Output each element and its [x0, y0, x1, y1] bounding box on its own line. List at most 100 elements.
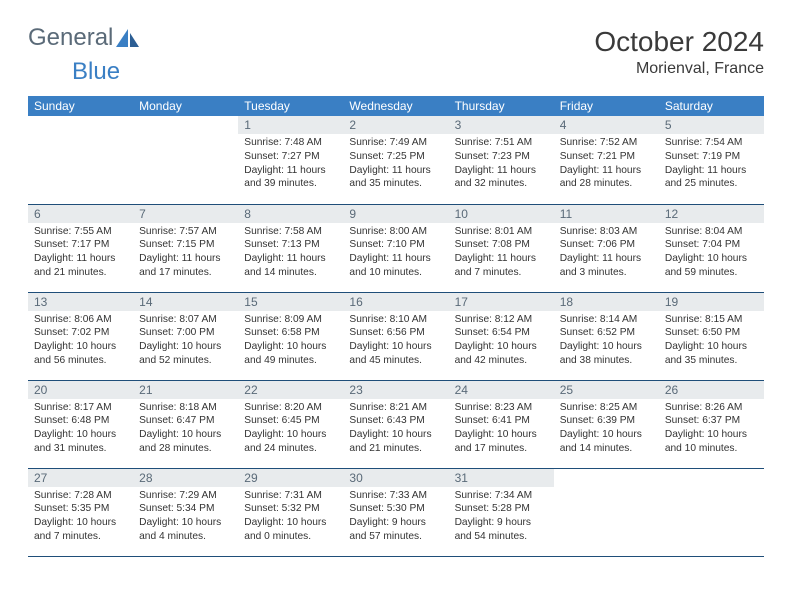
daylight: Daylight: 9 hours and 57 minutes. — [349, 516, 442, 544]
sunrise: Sunrise: 8:15 AM — [665, 313, 758, 327]
daylight: Daylight: 11 hours and 32 minutes. — [455, 164, 548, 192]
day-cell: 27Sunrise: 7:28 AMSunset: 5:35 PMDayligh… — [28, 468, 133, 556]
day-number: 16 — [343, 293, 448, 311]
day-number: 5 — [659, 116, 764, 134]
sunrise: Sunrise: 8:04 AM — [665, 225, 758, 239]
title-block: October 2024 Morienval, France — [594, 18, 764, 78]
sunset: Sunset: 6:41 PM — [455, 414, 548, 428]
sunrise: Sunrise: 7:52 AM — [560, 136, 653, 150]
day-cell: 24 Sunrise: 8:23 AMSunset: 6:41 PMDayligh… — [449, 380, 554, 468]
day-info: Sunrise: 8:14 AMSunset: 6:52 PMDaylight:… — [554, 313, 659, 368]
brand-part1: General — [28, 24, 113, 52]
sunrise: Sunrise: 7:33 AM — [349, 489, 442, 503]
sunset: Sunset: 7:08 PM — [455, 238, 548, 252]
sunset: Sunset: 6:52 PM — [560, 326, 653, 340]
daylight: Daylight: 10 hours and 7 minutes. — [34, 516, 127, 544]
day-info: Sunrise: 8:25 AMSunset: 6:39 PMDaylight:… — [554, 401, 659, 456]
day-info: Sunrise: 8:00 AMSunset: 7:10 PMDaylight:… — [343, 225, 448, 280]
daylight: Daylight: 11 hours and 17 minutes. — [139, 252, 232, 280]
day-info: Sunrise: 7:31 AMSunset: 5:32 PMDaylight:… — [238, 489, 343, 544]
sunrise: Sunrise: 7:49 AM — [349, 136, 442, 150]
day-cell: 5Sunrise: 7:54 AMSunset: 7:19 PMDaylight… — [659, 116, 764, 204]
day-number: 30 — [343, 469, 448, 487]
sunrise: Sunrise: 7:58 AM — [244, 225, 337, 239]
daylight: Daylight: 10 hours and 14 minutes. — [560, 428, 653, 456]
day-cell: 31Sunrise: 7:34 AMSunset: 5:28 PMDayligh… — [449, 468, 554, 556]
day-info: Sunrise: 8:07 AMSunset: 7:00 PMDaylight:… — [133, 313, 238, 368]
day-info: Sunrise: 8:03 AMSunset: 7:06 PMDaylight:… — [554, 225, 659, 280]
day-info: Sunrise: 7:51 AMSunset: 7:23 PMDaylight:… — [449, 136, 554, 191]
daylight: Daylight: 10 hours and 17 minutes. — [455, 428, 548, 456]
day-cell: 22Sunrise: 8:20 AMSunset: 6:45 PMDayligh… — [238, 380, 343, 468]
daylight: Daylight: 10 hours and 28 minutes. — [139, 428, 232, 456]
sail-icon — [115, 27, 141, 49]
day-info: Sunrise: 8:23 AMSunset: 6:41 PMDaylight:… — [449, 401, 554, 456]
day-number: 18 — [554, 293, 659, 311]
day-info: Sunrise: 7:55 AMSunset: 7:17 PMDaylight:… — [28, 225, 133, 280]
sunset: Sunset: 7:15 PM — [139, 238, 232, 252]
day-cell: 23Sunrise: 8:21 AMSunset: 6:43 PMDayligh… — [343, 380, 448, 468]
sunrise: Sunrise: 8:07 AM — [139, 313, 232, 327]
dayname-tuesday: Tuesday — [238, 96, 343, 116]
day-cell: 17 Sunrise: 8:12 AMSunset: 6:54 PMDayligh… — [449, 292, 554, 380]
day-info: Sunrise: 7:33 AMSunset: 5:30 PMDaylight:… — [343, 489, 448, 544]
sunset: Sunset: 6:37 PM — [665, 414, 758, 428]
daylight: Daylight: 10 hours and 42 minutes. — [455, 340, 548, 368]
daylight: Daylight: 11 hours and 28 minutes. — [560, 164, 653, 192]
sunset: Sunset: 6:56 PM — [349, 326, 442, 340]
day-number: 24 — [449, 381, 554, 399]
sunrise: Sunrise: 8:18 AM — [139, 401, 232, 415]
sunset: Sunset: 7:17 PM — [34, 238, 127, 252]
day-cell: 30 Sunrise: 7:33 AMSunset: 5:30 PMDayligh… — [343, 468, 448, 556]
day-info: Sunrise: 8:18 AMSunset: 6:47 PMDaylight:… — [133, 401, 238, 456]
daylight: Daylight: 10 hours and 0 minutes. — [244, 516, 337, 544]
dayname-sunday: Sunday — [28, 96, 133, 116]
sunset: Sunset: 7:21 PM — [560, 150, 653, 164]
day-number: 21 — [133, 381, 238, 399]
day-info: Sunrise: 7:29 AMSunset: 5:34 PMDaylight:… — [133, 489, 238, 544]
day-cell: 18 Sunrise: 8:14 AMSunset: 6:52 PMDayligh… — [554, 292, 659, 380]
dayname-monday: Monday — [133, 96, 238, 116]
empty-cell — [133, 116, 238, 204]
sunset: Sunset: 7:27 PM — [244, 150, 337, 164]
daylight: Daylight: 10 hours and 59 minutes. — [665, 252, 758, 280]
day-cell: 11Sunrise: 8:03 AMSunset: 7:06 PMDayligh… — [554, 204, 659, 292]
day-number: 15 — [238, 293, 343, 311]
daylight: Daylight: 11 hours and 14 minutes. — [244, 252, 337, 280]
sunset: Sunset: 7:23 PM — [455, 150, 548, 164]
daylight: Daylight: 11 hours and 21 minutes. — [34, 252, 127, 280]
day-cell: 26 Sunrise: 8:26 AMSunset: 6:37 PMDayligh… — [659, 380, 764, 468]
day-number: 26 — [659, 381, 764, 399]
daylight: Daylight: 10 hours and 24 minutes. — [244, 428, 337, 456]
dayname-friday: Friday — [554, 96, 659, 116]
day-info: Sunrise: 8:26 AMSunset: 6:37 PMDaylight:… — [659, 401, 764, 456]
calendar-body: 1Sunrise: 7:48 AMSunset: 7:27 PMDaylight… — [28, 116, 764, 556]
week-row: 6 Sunrise: 7:55 AMSunset: 7:17 PMDaylight… — [28, 204, 764, 292]
day-number: 17 — [449, 293, 554, 311]
day-info: Sunrise: 8:15 AMSunset: 6:50 PMDaylight:… — [659, 313, 764, 368]
sunrise: Sunrise: 8:12 AM — [455, 313, 548, 327]
day-info: Sunrise: 8:20 AMSunset: 6:45 PMDaylight:… — [238, 401, 343, 456]
sunrise: Sunrise: 7:34 AM — [455, 489, 548, 503]
day-number: 12 — [659, 205, 764, 223]
daylight: Daylight: 11 hours and 25 minutes. — [665, 164, 758, 192]
sunset: Sunset: 6:54 PM — [455, 326, 548, 340]
sunset: Sunset: 5:32 PM — [244, 502, 337, 516]
sunset: Sunset: 7:06 PM — [560, 238, 653, 252]
day-cell: 29Sunrise: 7:31 AMSunset: 5:32 PMDayligh… — [238, 468, 343, 556]
day-cell: 20Sunrise: 8:17 AMSunset: 6:48 PMDayligh… — [28, 380, 133, 468]
day-cell: 25Sunrise: 8:25 AMSunset: 6:39 PMDayligh… — [554, 380, 659, 468]
sunset: Sunset: 6:50 PM — [665, 326, 758, 340]
sunrise: Sunrise: 7:48 AM — [244, 136, 337, 150]
day-number: 9 — [343, 205, 448, 223]
sunset: Sunset: 7:04 PM — [665, 238, 758, 252]
daylight: Daylight: 9 hours and 54 minutes. — [455, 516, 548, 544]
daylight: Daylight: 10 hours and 52 minutes. — [139, 340, 232, 368]
day-cell: 4Sunrise: 7:52 AMSunset: 7:21 PMDaylight… — [554, 116, 659, 204]
sunset: Sunset: 7:00 PM — [139, 326, 232, 340]
sunrise: Sunrise: 7:54 AM — [665, 136, 758, 150]
daylight: Daylight: 10 hours and 49 minutes. — [244, 340, 337, 368]
day-number: 6 — [28, 205, 133, 223]
week-row: 20Sunrise: 8:17 AMSunset: 6:48 PMDayligh… — [28, 380, 764, 468]
daylight: Daylight: 10 hours and 38 minutes. — [560, 340, 653, 368]
